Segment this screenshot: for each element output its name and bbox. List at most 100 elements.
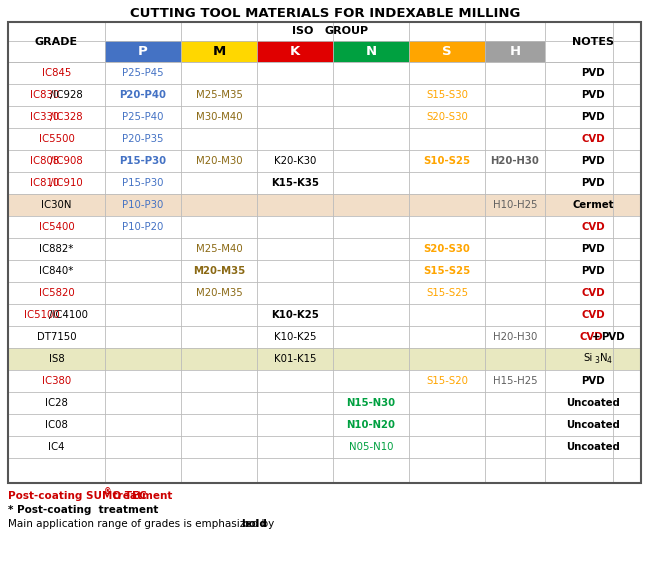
Text: N: N bbox=[365, 45, 376, 58]
Text: +: + bbox=[592, 332, 601, 342]
Bar bbox=[333, 41, 409, 62]
Text: CVD: CVD bbox=[581, 134, 604, 144]
Text: M25-M35: M25-M35 bbox=[196, 90, 242, 100]
Text: M25-M40: M25-M40 bbox=[196, 244, 242, 254]
Text: CVD: CVD bbox=[581, 288, 604, 298]
Text: N10-N20: N10-N20 bbox=[346, 420, 395, 430]
Bar bbox=[8, 22, 641, 483]
Text: Uncoated: Uncoated bbox=[566, 442, 620, 452]
Text: PVD: PVD bbox=[581, 244, 604, 254]
Text: P: P bbox=[138, 45, 148, 58]
Text: /IC4100: /IC4100 bbox=[49, 310, 88, 320]
Text: GROUP: GROUP bbox=[325, 26, 369, 37]
Text: IC5400: IC5400 bbox=[38, 222, 74, 232]
Text: N: N bbox=[600, 353, 608, 363]
Text: H20-H30: H20-H30 bbox=[493, 332, 537, 342]
Text: IC08: IC08 bbox=[45, 420, 68, 430]
Text: IC380: IC380 bbox=[42, 376, 71, 386]
Text: /IC328: /IC328 bbox=[51, 112, 83, 122]
Text: bold: bold bbox=[241, 519, 267, 529]
Text: Uncoated: Uncoated bbox=[566, 398, 620, 408]
Text: P20-P35: P20-P35 bbox=[122, 134, 164, 144]
Text: Post-coating SUMO TEC: Post-coating SUMO TEC bbox=[8, 491, 147, 501]
Text: PVD: PVD bbox=[601, 332, 625, 342]
Text: N05-N10: N05-N10 bbox=[349, 442, 393, 452]
Text: M20-M30: M20-M30 bbox=[196, 156, 242, 166]
Text: IC4: IC4 bbox=[48, 442, 65, 452]
Text: H10-H25: H10-H25 bbox=[493, 200, 538, 210]
Text: IC330: IC330 bbox=[30, 112, 59, 122]
Text: PVD: PVD bbox=[581, 68, 604, 78]
Text: CVD: CVD bbox=[579, 332, 603, 342]
Text: S15-S20: S15-S20 bbox=[426, 376, 468, 386]
Text: P10-P20: P10-P20 bbox=[122, 222, 164, 232]
Text: Cermet: Cermet bbox=[572, 200, 614, 210]
Text: S: S bbox=[442, 45, 452, 58]
Text: S15-S25: S15-S25 bbox=[426, 288, 468, 298]
Text: NOTES: NOTES bbox=[572, 37, 614, 47]
Text: * Post-coating  treatment: * Post-coating treatment bbox=[8, 505, 159, 515]
Text: IC5820: IC5820 bbox=[38, 288, 74, 298]
Text: IC5100: IC5100 bbox=[24, 310, 60, 320]
Text: K10-K25: K10-K25 bbox=[271, 310, 319, 320]
Bar bbox=[105, 41, 181, 62]
Text: K: K bbox=[290, 45, 300, 58]
Text: /IC928: /IC928 bbox=[51, 90, 83, 100]
Bar bbox=[8, 22, 641, 483]
Text: CUTTING TOOL MATERIALS FOR INDEXABLE MILLING: CUTTING TOOL MATERIALS FOR INDEXABLE MIL… bbox=[130, 7, 520, 20]
Text: K10-K25: K10-K25 bbox=[274, 332, 317, 342]
Text: IC840*: IC840* bbox=[39, 266, 73, 276]
Text: PVD: PVD bbox=[581, 266, 604, 276]
Text: S15-S25: S15-S25 bbox=[423, 266, 471, 276]
Text: PVD: PVD bbox=[581, 112, 604, 122]
Text: H15-H25: H15-H25 bbox=[493, 376, 538, 386]
Text: PVD: PVD bbox=[581, 376, 604, 386]
Text: S15-S30: S15-S30 bbox=[426, 90, 468, 100]
Text: K20-K30: K20-K30 bbox=[274, 156, 316, 166]
Text: Uncoated: Uncoated bbox=[566, 420, 620, 430]
Bar bbox=[485, 41, 545, 62]
Text: treatment: treatment bbox=[109, 491, 172, 501]
Text: H: H bbox=[510, 45, 521, 58]
Text: N15-N30: N15-N30 bbox=[346, 398, 396, 408]
Text: PVD: PVD bbox=[581, 156, 604, 166]
Text: IC808: IC808 bbox=[30, 156, 59, 166]
Bar bbox=[257, 41, 333, 62]
Text: /IC910: /IC910 bbox=[51, 178, 83, 188]
Text: IC810: IC810 bbox=[30, 178, 59, 188]
Text: K01-K15: K01-K15 bbox=[274, 354, 317, 364]
Text: P25-P40: P25-P40 bbox=[122, 112, 164, 122]
Text: IC5500: IC5500 bbox=[38, 134, 75, 144]
Text: ®: ® bbox=[104, 488, 112, 497]
Text: P20-P40: P20-P40 bbox=[120, 90, 166, 100]
Text: Main application range of grades is emphasized by: Main application range of grades is emph… bbox=[8, 519, 278, 529]
Text: ISO: ISO bbox=[292, 26, 314, 37]
Text: S10-S25: S10-S25 bbox=[423, 156, 471, 166]
Bar bbox=[8, 194, 641, 216]
Text: IS8: IS8 bbox=[49, 354, 64, 364]
Text: M: M bbox=[213, 45, 226, 58]
Text: 4: 4 bbox=[607, 356, 612, 365]
Text: M30-M40: M30-M40 bbox=[196, 112, 242, 122]
Text: P15-P30: P15-P30 bbox=[120, 156, 166, 166]
Bar bbox=[8, 348, 641, 370]
Text: P10-P30: P10-P30 bbox=[122, 200, 164, 210]
Text: PVD: PVD bbox=[581, 178, 604, 188]
Text: K15-K35: K15-K35 bbox=[271, 178, 319, 188]
Text: H20-H30: H20-H30 bbox=[491, 156, 540, 166]
Text: 3: 3 bbox=[594, 356, 599, 365]
Text: IC845: IC845 bbox=[42, 68, 72, 78]
Text: P15-P30: P15-P30 bbox=[122, 178, 164, 188]
Text: IC28: IC28 bbox=[45, 398, 68, 408]
Bar bbox=[409, 41, 485, 62]
Text: IC882*: IC882* bbox=[39, 244, 73, 254]
Text: S20-S30: S20-S30 bbox=[424, 244, 471, 254]
Text: GRADE: GRADE bbox=[35, 37, 78, 47]
Text: DT7150: DT7150 bbox=[36, 332, 76, 342]
Text: CVD: CVD bbox=[581, 222, 604, 232]
Text: IC830: IC830 bbox=[30, 90, 59, 100]
Text: P25-P45: P25-P45 bbox=[122, 68, 164, 78]
Text: S20-S30: S20-S30 bbox=[426, 112, 468, 122]
Text: Si: Si bbox=[584, 353, 593, 363]
Text: /IC908: /IC908 bbox=[51, 156, 83, 166]
